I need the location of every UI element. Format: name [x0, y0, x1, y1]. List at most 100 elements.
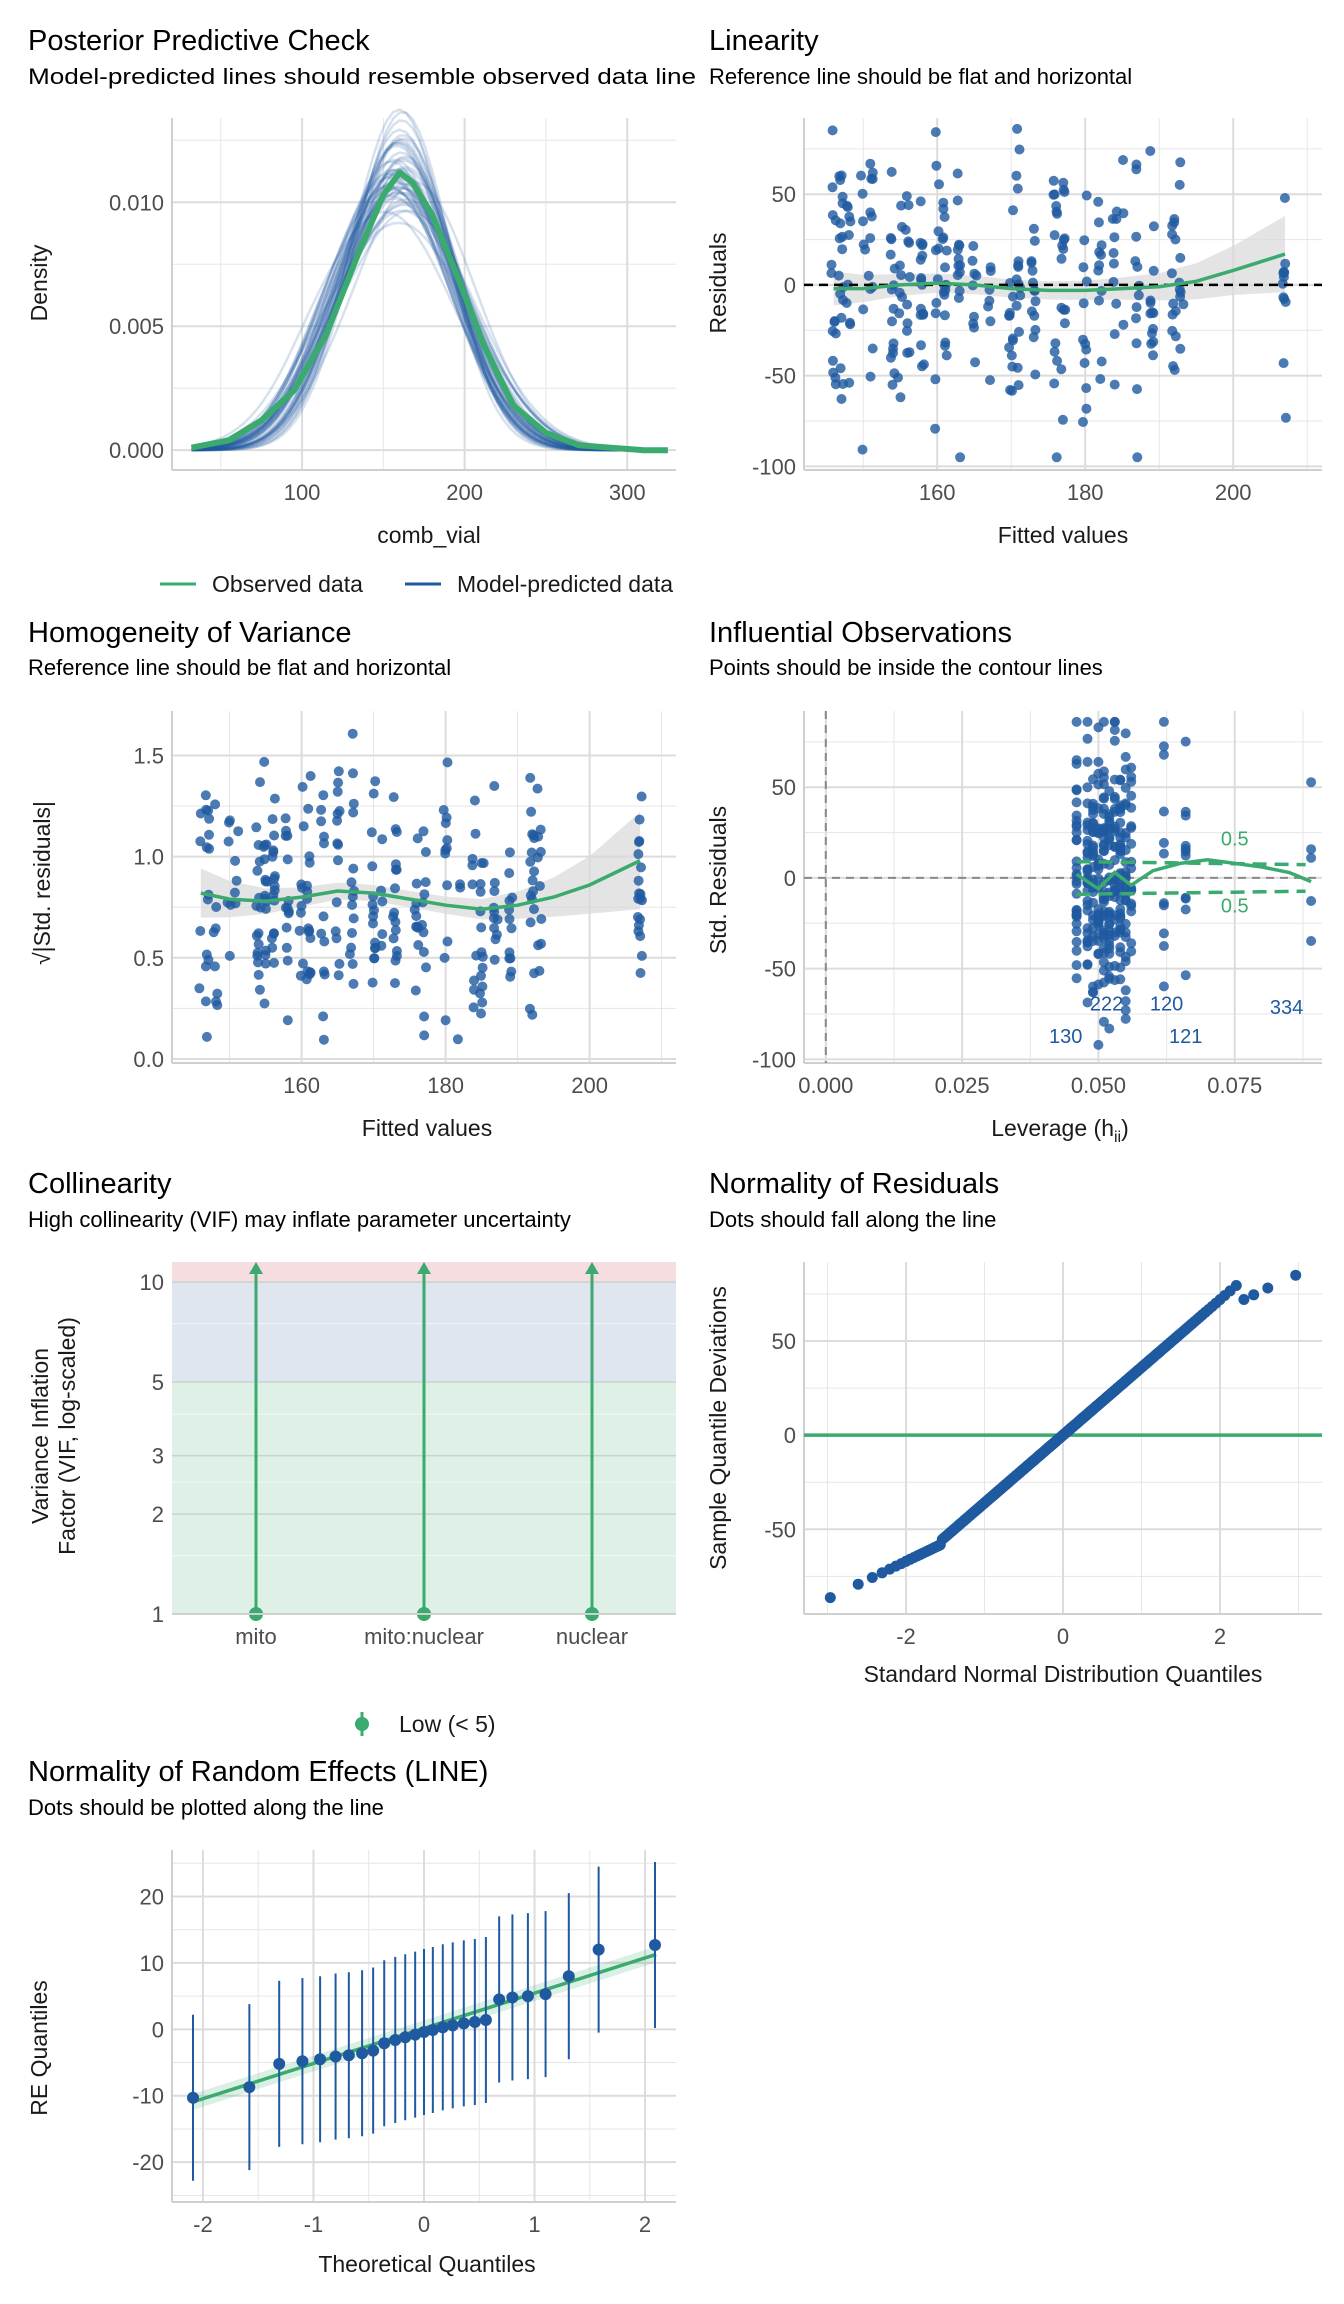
influential-x-tick-label: 0.075 [1207, 1073, 1262, 1098]
linearity-point [1175, 157, 1186, 168]
homogeneity-point [442, 757, 453, 768]
ppc-subtitle: Model-predicted lines should resemble ob… [28, 64, 696, 89]
homogeneity-point [194, 983, 205, 994]
homogeneity-point [506, 966, 517, 977]
homogeneity-point [369, 943, 380, 954]
influential-point [1104, 930, 1115, 940]
linearity-point [1011, 300, 1022, 311]
linearity-y-tick-label: 50 [772, 182, 796, 207]
ppc-predicted-line [191, 140, 667, 452]
linearity-point [860, 244, 871, 255]
linearity-point [894, 308, 905, 319]
linearity-point [1280, 412, 1291, 423]
homogeneity-x-tick-label: 180 [427, 1073, 464, 1098]
homogeneity-title: Homogeneity of Variance [28, 617, 351, 649]
linearity-point [1168, 361, 1179, 372]
homogeneity-point [253, 957, 263, 968]
re-point [296, 2055, 309, 2068]
linearity-point [857, 188, 868, 199]
linearity-y-tick-label: -50 [764, 364, 796, 389]
influential-point [1104, 1023, 1115, 1034]
homogeneity-point [469, 795, 480, 806]
linearity-point [894, 287, 905, 298]
homogeneity-point [333, 855, 343, 866]
influential-point [1115, 880, 1126, 891]
homogeneity-point [254, 856, 265, 867]
influential-y-tick-label: -100 [752, 1047, 796, 1072]
linearity-point [902, 347, 913, 358]
linearity-point [1109, 232, 1120, 243]
linearity-point [836, 394, 847, 404]
collinearity-arrowhead-mito:nuclear [417, 1262, 431, 1274]
homogeneity-point [253, 969, 264, 980]
linearity-point [1057, 414, 1068, 425]
linearity-point [940, 340, 950, 351]
influential-point-label: 130 [1049, 1026, 1082, 1048]
linearity-point [985, 375, 995, 386]
re-x-tick-label: -1 [304, 2212, 324, 2237]
influential-plot: 0.000 0.025 0.050 0.075 -100 -50 0 50 0.5 0.5 222 1… [752, 711, 1322, 1098]
linearity-point [1078, 417, 1088, 427]
homogeneity-point [233, 826, 244, 837]
homogeneity-point [301, 974, 312, 985]
linearity-point [1131, 302, 1142, 313]
linearity-point [970, 357, 981, 368]
linearity-point [1111, 298, 1122, 309]
homogeneity-point [331, 897, 342, 908]
collinearity-legend: Low (< 5) [355, 1711, 496, 1737]
linearity-point [885, 352, 896, 363]
homogeneity-point [318, 790, 329, 801]
homogeneity-point [332, 815, 343, 826]
influential-point [1098, 893, 1109, 904]
homogeneity-point [268, 928, 279, 939]
influential-point [1158, 837, 1169, 848]
homogeneity-y-tick-label: 0.0 [133, 1047, 164, 1072]
influential-point [1098, 965, 1109, 976]
re-y-tick-label: -10 [132, 2084, 164, 2109]
re-point [342, 2049, 355, 2062]
homogeneity-point [467, 853, 478, 864]
ppc-predicted-line [191, 138, 667, 452]
homogeneity-point [418, 826, 429, 837]
homogeneity-point [212, 988, 223, 999]
linearity-point [1049, 230, 1060, 241]
linearity-point [1014, 326, 1024, 337]
influential-point [1098, 793, 1109, 804]
linearity-x-label: Fitted values [998, 522, 1128, 548]
homogeneity-point [346, 942, 357, 953]
influential-title: Influential Observations [709, 617, 1012, 649]
influential-point [1120, 1013, 1131, 1024]
homogeneity-point [377, 929, 388, 940]
legend-low-swatch-point [355, 1717, 369, 1731]
linearity-point [1029, 310, 1040, 321]
homogeneity-point [390, 925, 401, 936]
homogeneity-point [297, 781, 308, 792]
linearity-point [1175, 343, 1186, 354]
re-x-tick-label: 1 [528, 2212, 540, 2237]
homogeneity-point [489, 954, 500, 965]
homogeneity-point [536, 938, 546, 949]
influential-point [1306, 936, 1317, 946]
linearity-point [1111, 214, 1122, 224]
ppc-y-tick-label: 0.010 [109, 190, 164, 215]
re-point [479, 2014, 492, 2027]
linearity-point [1093, 196, 1104, 207]
re-point [378, 2037, 391, 2050]
linearity-point [1013, 380, 1024, 391]
homogeneity-point [348, 913, 359, 924]
homogeneity-point [260, 903, 271, 914]
linearity-point [865, 207, 876, 218]
collinearity-arrowhead-mito [249, 1262, 263, 1274]
homogeneity-point [633, 920, 644, 931]
linearity-point [954, 267, 965, 278]
linearity-point [1095, 374, 1106, 384]
linearity-point [1008, 291, 1018, 302]
homogeneity-point [251, 900, 262, 911]
re-point [399, 2031, 412, 2044]
homogeneity-point [478, 858, 489, 869]
linearity-point [938, 203, 949, 214]
linearity-point [888, 338, 899, 349]
re-point [367, 2044, 380, 2057]
homogeneity-point [505, 953, 516, 964]
homogeneity-point [333, 970, 344, 981]
